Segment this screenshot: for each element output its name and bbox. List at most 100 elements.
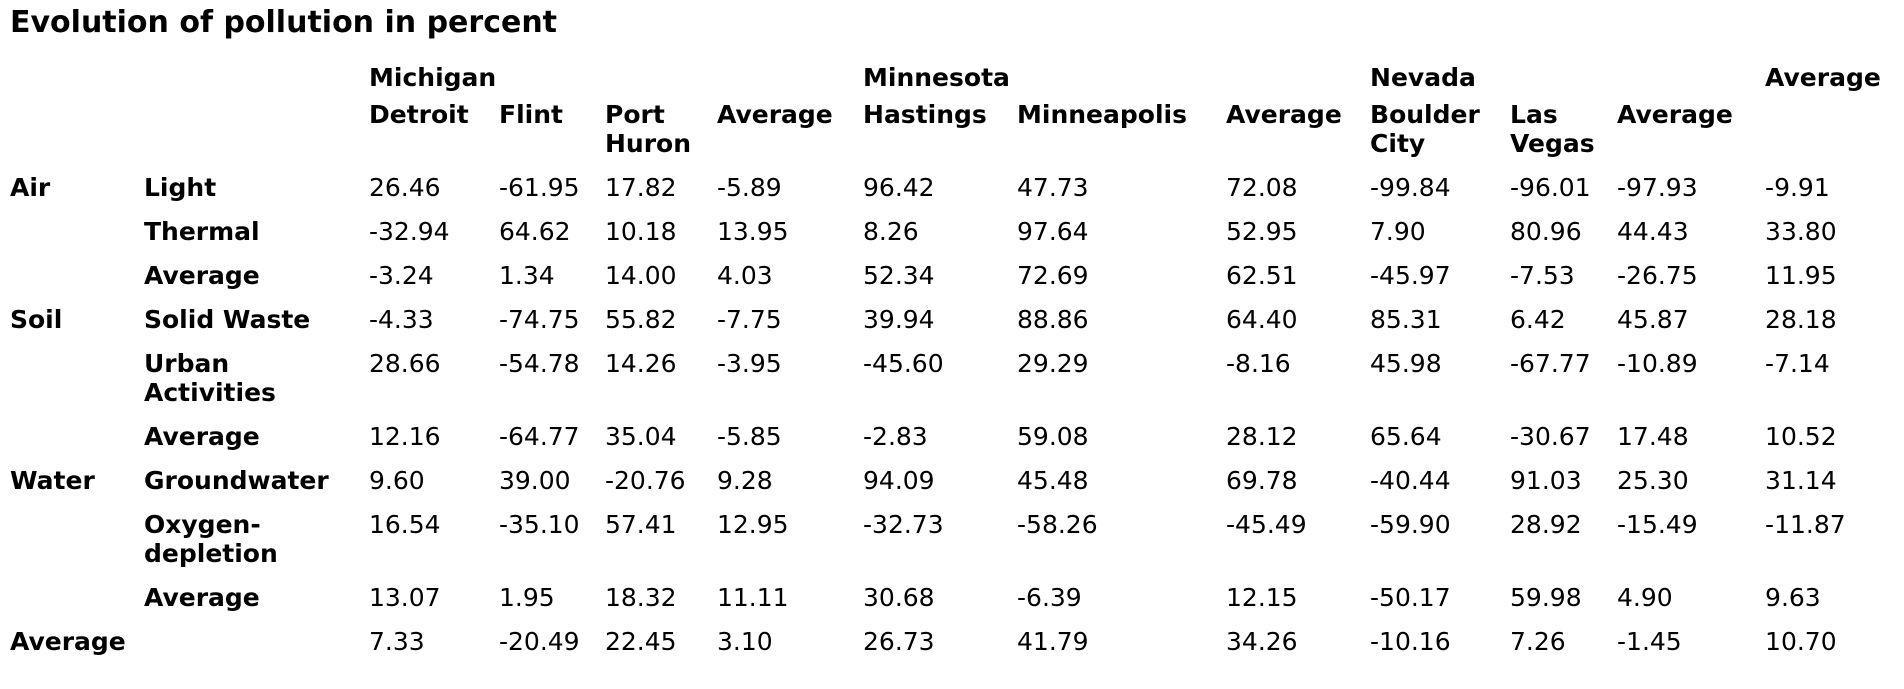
- value-cell: -96.01: [1510, 172, 1591, 202]
- value-cell: 14.26: [605, 348, 677, 378]
- table-row: Water Groundwater 9.60 39.00 -20.76 9.28 94.09…: [10, 466, 1902, 510]
- value-cell: -20.76: [605, 465, 686, 495]
- value-cell: 44.43: [1617, 216, 1689, 246]
- value-cell: -64.77: [499, 421, 580, 451]
- category-cell-blank: [10, 510, 144, 583]
- value-cell: 69.78: [1226, 465, 1298, 495]
- city-header-average: Average: [1226, 99, 1342, 129]
- value-cell: -10.89: [1617, 348, 1698, 378]
- value-cell: -2.83: [863, 421, 928, 451]
- value-cell: 28.92: [1510, 509, 1582, 539]
- city-header-minneapolis: Minneapolis: [1017, 99, 1187, 129]
- value-cell: 52.95: [1226, 216, 1298, 246]
- value-cell: 72.08: [1226, 172, 1298, 202]
- value-cell: 10.18: [605, 216, 677, 246]
- value-cell: 45.48: [1017, 465, 1089, 495]
- city-header-row: Detroit Flint Port Huron Average Hastings Min…: [10, 100, 1902, 173]
- value-cell: 30.68: [863, 582, 935, 612]
- value-cell: 33.80: [1765, 216, 1837, 246]
- value-cell: 57.41: [605, 509, 677, 539]
- city-header-hastings: Hastings: [863, 99, 987, 129]
- table-row: Average -3.24 1.34 14.00 4.03 52.34 72.69 62.51…: [10, 261, 1902, 305]
- city-header-las-vegas: Las Vegas: [1510, 99, 1595, 158]
- value-cell: -45.97: [1370, 260, 1451, 290]
- category-cell-blank: [10, 583, 144, 627]
- value-cell: -58.26: [1017, 509, 1098, 539]
- value-cell: 64.40: [1226, 304, 1298, 334]
- metric-cell-urban-activities: Urban Activities: [144, 348, 276, 407]
- value-cell: 94.09: [863, 465, 935, 495]
- value-cell: 7.90: [1370, 216, 1426, 246]
- value-cell: -35.10: [499, 509, 580, 539]
- value-cell: 88.86: [1017, 304, 1089, 334]
- value-cell: 39.94: [863, 304, 935, 334]
- value-cell: 16.54: [369, 509, 441, 539]
- value-cell: -5.85: [717, 421, 782, 451]
- table-body: Air Light 26.46 -61.95 17.82 -5.89 96.42 47.73 7…: [10, 173, 1902, 671]
- value-cell: 9.60: [369, 465, 425, 495]
- value-cell: 29.29: [1017, 348, 1089, 378]
- value-cell: -40.44: [1370, 465, 1451, 495]
- value-cell: -50.17: [1370, 582, 1451, 612]
- value-cell: 65.64: [1370, 421, 1442, 451]
- city-header-boulder-city: Boulder City: [1370, 99, 1480, 158]
- value-cell: 3.10: [717, 626, 773, 656]
- value-cell: -59.90: [1370, 509, 1451, 539]
- value-cell: 62.51: [1226, 260, 1298, 290]
- value-cell: 13.95: [717, 216, 789, 246]
- value-cell: 59.08: [1017, 421, 1089, 451]
- value-cell: 17.48: [1617, 421, 1689, 451]
- value-cell: 7.26: [1510, 626, 1566, 656]
- table-header: Michigan Minnesota Nevada Average Detroit Fli…: [10, 63, 1902, 173]
- value-cell: 26.73: [863, 626, 935, 656]
- metric-cell-blank: [144, 627, 369, 671]
- value-cell: 6.42: [1510, 304, 1566, 334]
- corner-cell: [144, 100, 369, 173]
- state-group-header-minnesota: Minnesota: [863, 62, 1010, 92]
- city-header-port-huron: Port Huron: [605, 99, 692, 158]
- value-cell: 12.95: [717, 509, 789, 539]
- category-cell-blank: [10, 217, 144, 261]
- value-cell: -99.84: [1370, 172, 1451, 202]
- corner-cell: [144, 63, 369, 100]
- category-cell-average: Average: [10, 626, 126, 656]
- category-cell-soil: Soil: [10, 304, 63, 334]
- value-cell: 39.00: [499, 465, 571, 495]
- value-cell: -45.60: [863, 348, 944, 378]
- value-cell: -74.75: [499, 304, 580, 334]
- corner-cell: [10, 100, 144, 173]
- value-cell: 85.31: [1370, 304, 1442, 334]
- value-cell: -4.33: [369, 304, 434, 334]
- value-cell: 45.98: [1370, 348, 1442, 378]
- value-cell: 80.96: [1510, 216, 1582, 246]
- value-cell: 31.14: [1765, 465, 1837, 495]
- value-cell: 10.70: [1765, 626, 1837, 656]
- page-title: Evolution of pollution in percent: [10, 5, 558, 40]
- value-cell: 9.63: [1765, 582, 1821, 612]
- value-cell: 34.26: [1226, 626, 1298, 656]
- value-cell: 72.69: [1017, 260, 1089, 290]
- value-cell: 14.00: [605, 260, 677, 290]
- value-cell: 28.18: [1765, 304, 1837, 334]
- metric-cell-thermal: Thermal: [144, 216, 260, 246]
- category-cell-blank: [10, 261, 144, 305]
- value-cell: 11.11: [717, 582, 789, 612]
- value-cell: -15.49: [1617, 509, 1698, 539]
- value-cell: 17.82: [605, 172, 677, 202]
- value-cell: 7.33: [369, 626, 425, 656]
- value-cell: -1.45: [1617, 626, 1682, 656]
- metric-cell-average: Average: [144, 582, 260, 612]
- table-row: Air Light 26.46 -61.95 17.82 -5.89 96.42 47.73 7…: [10, 173, 1902, 217]
- value-cell: -5.89: [717, 172, 782, 202]
- value-cell: 59.98: [1510, 582, 1582, 612]
- value-cell: -67.77: [1510, 348, 1591, 378]
- value-cell: 1.34: [499, 260, 555, 290]
- metric-cell-light: Light: [144, 172, 217, 202]
- value-cell: -97.93: [1617, 172, 1698, 202]
- corner-cell: [10, 63, 144, 100]
- value-cell: 25.30: [1617, 465, 1689, 495]
- state-group-header-row: Michigan Minnesota Nevada Average: [10, 63, 1902, 100]
- value-cell: 35.04: [605, 421, 677, 451]
- value-cell: 18.32: [605, 582, 677, 612]
- value-cell: -26.75: [1617, 260, 1698, 290]
